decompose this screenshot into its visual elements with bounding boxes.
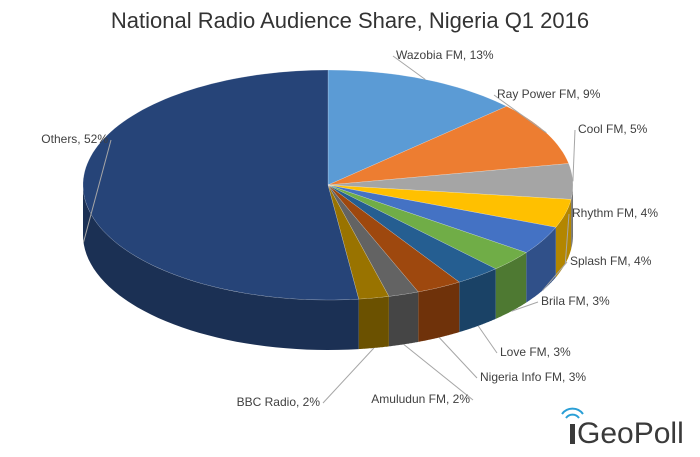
data-label: Others, 52%	[41, 132, 108, 146]
data-label: Nigeria Info FM, 3%	[480, 370, 586, 384]
slice	[82, 69, 360, 301]
leader-line	[477, 325, 498, 354]
leader-line	[322, 347, 375, 404]
slice	[327, 184, 497, 283]
slice	[327, 184, 527, 270]
leader-line	[438, 337, 478, 379]
chart-title: National Radio Audience Share, Nigeria Q…	[111, 8, 589, 33]
data-label: Wazobia FM, 13%	[396, 48, 494, 62]
leader-line	[542, 261, 568, 291]
slice-side	[555, 199, 572, 278]
slice-side	[495, 252, 527, 319]
data-label: BBC Radio, 2%	[237, 395, 321, 409]
leader-line	[392, 55, 426, 80]
slice-side	[358, 296, 389, 350]
slice-side	[571, 185, 573, 250]
leader-line	[572, 129, 576, 182]
logo-icon	[561, 407, 584, 444]
leader-line	[493, 94, 547, 134]
data-label: Ray Power FM, 9%	[497, 87, 601, 101]
data-label: Rhythm FM, 4%	[572, 206, 658, 220]
leader-line	[403, 344, 474, 401]
leader-line	[564, 213, 570, 264]
slice	[327, 184, 460, 293]
leader-line	[511, 301, 539, 312]
slice-side	[459, 268, 496, 333]
slice-side	[388, 291, 419, 347]
logo: GeoPoll	[577, 417, 684, 450]
leader-line	[83, 139, 112, 243]
slice-side	[418, 282, 460, 342]
slice-side	[83, 185, 359, 350]
slice	[327, 184, 557, 253]
slice	[327, 184, 572, 228]
data-label: Love FM, 3%	[500, 345, 571, 359]
data-label: Brila FM, 3%	[541, 294, 610, 308]
data-label: Amuludun FM, 2%	[371, 392, 470, 406]
data-label: Splash FM, 4%	[570, 254, 652, 268]
data-label: Cool FM, 5%	[578, 122, 648, 136]
